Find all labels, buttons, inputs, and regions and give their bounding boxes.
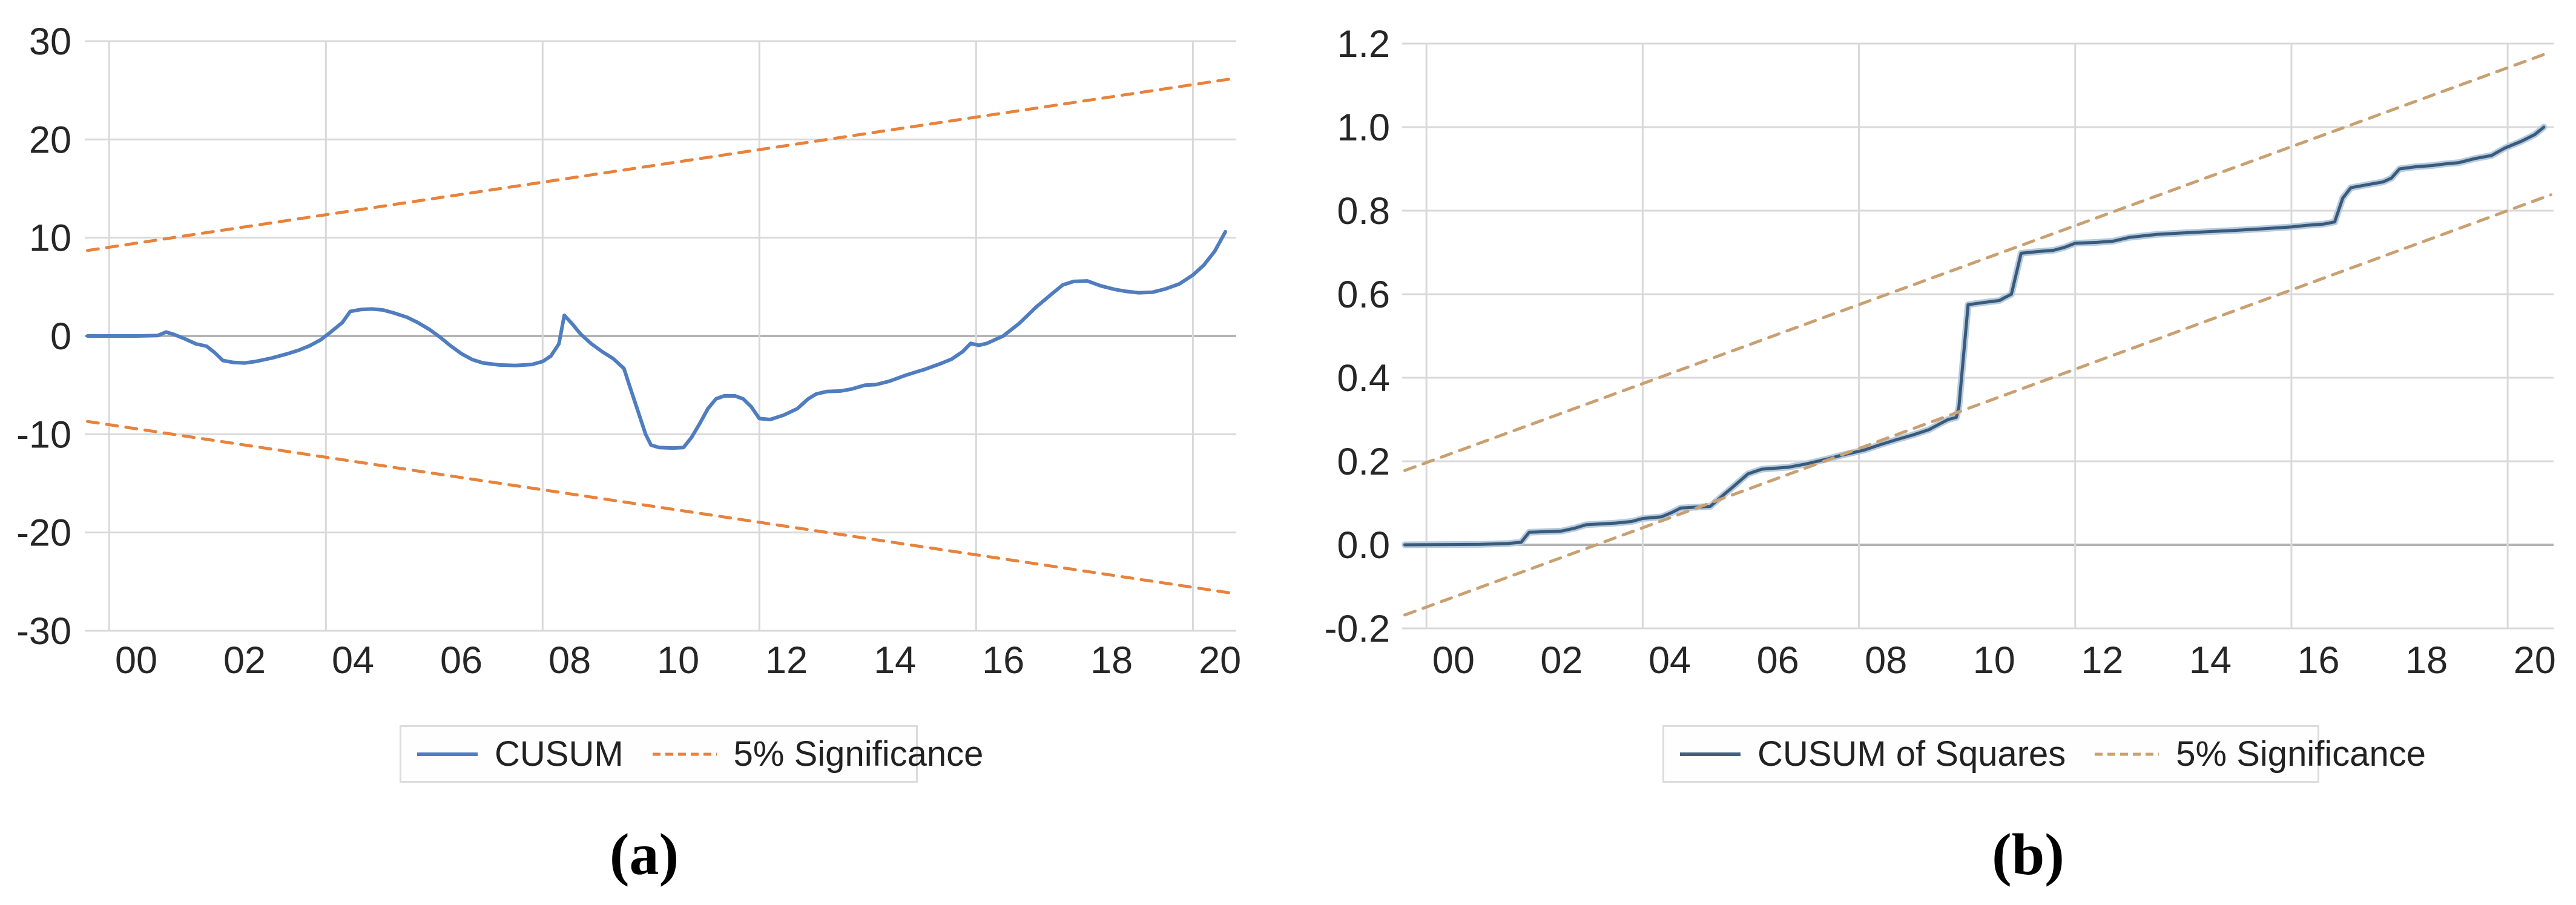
y-axis-tick-label: 0.4	[1337, 357, 1390, 400]
x-axis-tick-label: 02	[1540, 639, 1583, 682]
x-axis-tick-label: 14	[2189, 639, 2232, 682]
x-axis-tick-label: 06	[1757, 639, 1799, 682]
caption-b: (b)	[1992, 822, 2064, 887]
cusum-squares-chart: 1.2 1.0 0.8 0.6 0.4 0.2 0.0 -0.2 00 02 04 06 08 10 12 1…	[1324, 23, 2556, 682]
significance-dash-swatch-icon	[652, 752, 717, 755]
x-axis-tick-label: 18	[1090, 639, 1133, 682]
series-line-significance	[1403, 50, 2552, 472]
x-axis-tick-label: 00	[1432, 639, 1475, 682]
legend-label: CUSUM of Squares	[1757, 734, 2066, 774]
y-axis-tick-label: -30	[16, 610, 71, 653]
x-axis-tick-label: 04	[1649, 639, 1691, 682]
legend-item-significance: 5% Significance	[2093, 734, 2426, 774]
cusum-chart: 30 20 10 0 -10 -20 -30 00 02 04 06 08 10 12 14 16 18 20	[16, 21, 1241, 682]
series-line-halo	[1402, 123, 2548, 548]
y-axis-tick-label: 0.2	[1337, 441, 1390, 483]
cusum-chart-panel: 30 20 10 0 -10 -20 -30 00 02 04 06 08 10 12 14 16 18 20 C…	[16, 21, 1241, 887]
series-line-significance	[86, 77, 1235, 252]
x-axis-tick-label: 20	[1199, 639, 1241, 682]
y-axis-tick-label: 0.0	[1337, 524, 1390, 567]
legend-item-significance: 5% Significance	[651, 734, 984, 774]
x-axis-tick-label: 12	[765, 639, 808, 682]
caption-a: (a)	[609, 822, 679, 887]
x-axis-tick-label: 12	[2081, 639, 2123, 682]
series-line-significance	[1403, 193, 2552, 617]
series-line-main	[1403, 125, 2546, 547]
x-axis-tick-label: 10	[657, 639, 699, 682]
x-axis-tick-label: 16	[982, 639, 1024, 682]
legend-label: 5% Significance	[733, 734, 984, 774]
x-axis-tick-label: 14	[874, 639, 916, 682]
cusum-squares-line-swatch-icon	[1680, 752, 1741, 756]
x-axis-tick-label: 04	[332, 639, 374, 682]
series-line-main	[85, 229, 1228, 450]
legend-item-cusum: CUSUM	[416, 734, 624, 774]
y-axis-tick-label: 20	[29, 119, 71, 161]
x-axis-tick-label: 10	[1973, 639, 2015, 682]
legend-item-cusum-squares: CUSUM of Squares	[1679, 734, 2066, 774]
legend-label: CUSUM	[495, 734, 624, 774]
cusum-line-swatch-icon	[417, 752, 478, 756]
x-axis-tick-label: 02	[223, 639, 266, 682]
y-axis-tick-label: 0.6	[1337, 274, 1390, 316]
y-axis-tick-label: 30	[29, 21, 71, 63]
x-axis-tick-label: 16	[2298, 639, 2340, 682]
cusum-squares-legend: CUSUM of Squares 5% Significance	[1662, 725, 2426, 783]
x-axis-tick-label: 08	[1865, 639, 1907, 682]
legend-label: 5% Significance	[2176, 734, 2426, 774]
x-axis-tick-label: 00	[115, 639, 157, 682]
y-axis-tick-label: 1.2	[1337, 23, 1390, 65]
x-axis-tick-label: 08	[548, 639, 591, 682]
y-axis-tick-label: 0.8	[1337, 190, 1390, 232]
y-axis-tick-label: 0	[50, 315, 71, 358]
cusum-squares-chart-panel: 1.2 1.0 0.8 0.6 0.4 0.2 0.0 -0.2 00 02 04 06 08 10 12 1…	[1288, 0, 2576, 905]
x-axis-tick-label: 20	[2514, 639, 2556, 682]
cusum-legend: CUSUM 5% Significance	[400, 725, 983, 783]
x-axis-tick-label: 06	[440, 639, 483, 682]
y-axis-tick-label: 10	[29, 217, 71, 260]
y-axis-tick-label: 1.0	[1337, 107, 1390, 149]
series-line-significance	[86, 420, 1235, 595]
y-axis-tick-label: -10	[16, 413, 71, 456]
y-axis-tick-label: -20	[16, 512, 71, 555]
x-axis-tick-label: 18	[2405, 639, 2448, 682]
y-axis-tick-label: -0.2	[1324, 608, 1390, 650]
significance-dash-swatch-icon	[2095, 752, 2159, 755]
